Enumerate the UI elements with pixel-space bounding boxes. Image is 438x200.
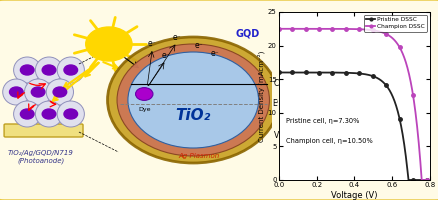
- Legend: Pristine DSSC, Champion DSSC: Pristine DSSC, Champion DSSC: [363, 15, 426, 31]
- Champion DSSC: [317, 28, 322, 30]
- Pristine DSSC: [304, 71, 309, 74]
- Text: e⁻: e⁻: [148, 40, 156, 48]
- Ellipse shape: [3, 79, 30, 105]
- Pristine DSSC: [405, 179, 410, 181]
- Ellipse shape: [57, 101, 84, 127]
- Text: GQD: GQD: [235, 29, 259, 39]
- Circle shape: [31, 87, 45, 97]
- Champion DSSC: [436, 179, 438, 181]
- Text: TiO₂: TiO₂: [175, 108, 210, 123]
- Pristine DSSC: [396, 119, 402, 121]
- Circle shape: [42, 65, 56, 75]
- Text: TiO₂/Ag/GQD/N719
(Photoanode): TiO₂/Ag/GQD/N719 (Photoanode): [8, 150, 74, 164]
- Text: e⁻: e⁻: [161, 51, 170, 60]
- Champion DSSC: [383, 33, 388, 35]
- Ellipse shape: [35, 101, 63, 127]
- Circle shape: [42, 109, 56, 119]
- Text: Champion cell, η=10.50%: Champion cell, η=10.50%: [286, 138, 372, 144]
- Pristine DSSC: [348, 72, 353, 74]
- Champion DSSC: [348, 28, 353, 30]
- FancyBboxPatch shape: [4, 124, 83, 137]
- Champion DSSC: [370, 29, 375, 32]
- X-axis label: Voltage (V): Voltage (V): [331, 191, 377, 200]
- Pristine DSSC: [370, 75, 375, 78]
- Champion DSSC: [396, 47, 402, 49]
- Line: Pristine DSSC: Pristine DSSC: [276, 71, 438, 182]
- Pristine DSSC: [436, 179, 438, 181]
- Circle shape: [117, 44, 269, 156]
- Circle shape: [135, 88, 152, 100]
- Text: e⁻: e⁻: [194, 42, 202, 50]
- Circle shape: [64, 109, 78, 119]
- Champion DSSC: [276, 28, 281, 30]
- Circle shape: [21, 109, 34, 119]
- Line: Champion DSSC: Champion DSSC: [276, 27, 438, 182]
- Circle shape: [85, 27, 132, 61]
- Champion DSSC: [304, 28, 309, 30]
- Ellipse shape: [14, 101, 41, 127]
- Circle shape: [127, 52, 258, 148]
- Text: CB: CB: [273, 79, 283, 88]
- Ellipse shape: [35, 57, 63, 83]
- Text: Ag Plasmon: Ag Plasmon: [178, 153, 219, 159]
- Pristine DSSC: [276, 71, 281, 74]
- Champion DSSC: [418, 179, 424, 181]
- Ellipse shape: [25, 79, 52, 105]
- Circle shape: [107, 37, 278, 163]
- Y-axis label: Current Density (mAcm⁻²): Current Density (mAcm⁻²): [257, 50, 264, 142]
- Text: VB: VB: [273, 132, 283, 140]
- Text: e⁻: e⁻: [210, 49, 219, 58]
- Text: e⁻: e⁻: [172, 33, 181, 43]
- Ellipse shape: [14, 57, 41, 83]
- Circle shape: [10, 87, 23, 97]
- Ellipse shape: [57, 57, 84, 83]
- Pristine DSSC: [317, 71, 322, 74]
- Circle shape: [21, 65, 34, 75]
- Text: Eⁱ: Eⁱ: [272, 99, 278, 108]
- Ellipse shape: [46, 79, 73, 105]
- Circle shape: [53, 87, 67, 97]
- Text: Dye: Dye: [138, 107, 150, 112]
- Text: Pristine cell, η=7.30%: Pristine cell, η=7.30%: [286, 118, 359, 124]
- Pristine DSSC: [383, 84, 388, 87]
- Circle shape: [64, 65, 78, 75]
